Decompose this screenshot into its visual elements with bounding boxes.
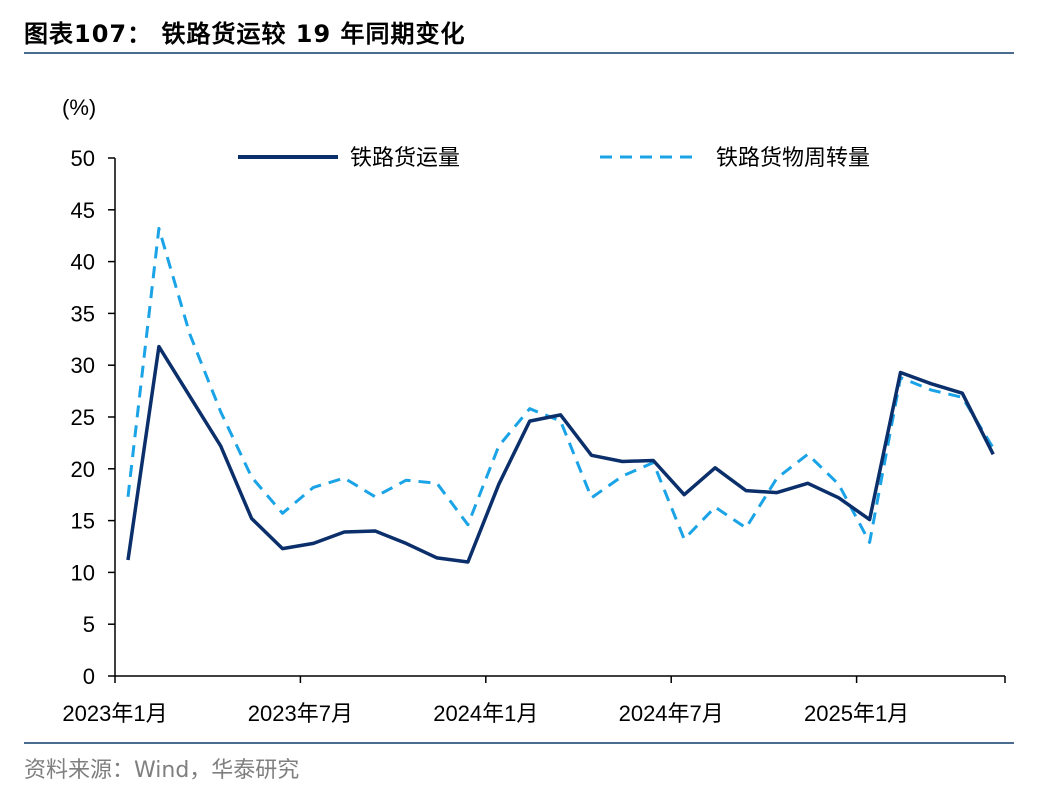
x-tick-label: 2023年1月 bbox=[62, 701, 167, 726]
bottom-rule bbox=[24, 742, 1014, 744]
legend-label-1: 铁路货运量 bbox=[350, 146, 460, 171]
x-tick-label: 2023年7月 bbox=[248, 701, 353, 726]
series-line-2 bbox=[126, 226, 995, 544]
series-lines bbox=[126, 226, 995, 564]
x-tick-label: 2024年7月 bbox=[619, 701, 724, 726]
y-axis-unit-label: (%) bbox=[62, 95, 96, 120]
y-axis-labels: 0 5 10 15 20 25 30 35 40 45 50 bbox=[71, 146, 95, 689]
y-tick-label: 45 bbox=[71, 198, 95, 223]
x-axis-labels: 2023年1月 2023年7月 2024年1月 2024年7月 2025年1月 bbox=[62, 701, 909, 726]
chart-title: 图表107： 铁路货运较 19 年同期变化 bbox=[24, 20, 466, 48]
y-tick-label: 10 bbox=[71, 560, 95, 585]
y-tick-label: 50 bbox=[71, 146, 95, 171]
x-tick-label: 2024年1月 bbox=[433, 701, 538, 726]
y-tick-label: 20 bbox=[71, 457, 95, 482]
source-note: 资料来源：Wind，华泰研究 bbox=[24, 758, 300, 783]
y-tick-label: 40 bbox=[71, 250, 95, 275]
legend: 铁路货运量 铁路货物周转量 bbox=[238, 146, 870, 171]
y-tick-label: 35 bbox=[71, 301, 95, 326]
chart-axes bbox=[108, 157, 1006, 683]
y-tick-label: 15 bbox=[71, 509, 95, 534]
top-rule bbox=[24, 52, 1014, 54]
y-tick-label: 5 bbox=[83, 612, 95, 637]
series-line-1 bbox=[126, 344, 995, 564]
x-tick-label: 2025年1月 bbox=[804, 701, 909, 726]
y-tick-label: 25 bbox=[71, 405, 95, 430]
y-tick-label: 0 bbox=[83, 664, 95, 689]
y-tick-label: 30 bbox=[71, 353, 95, 378]
legend-label-2: 铁路货物周转量 bbox=[716, 146, 870, 171]
